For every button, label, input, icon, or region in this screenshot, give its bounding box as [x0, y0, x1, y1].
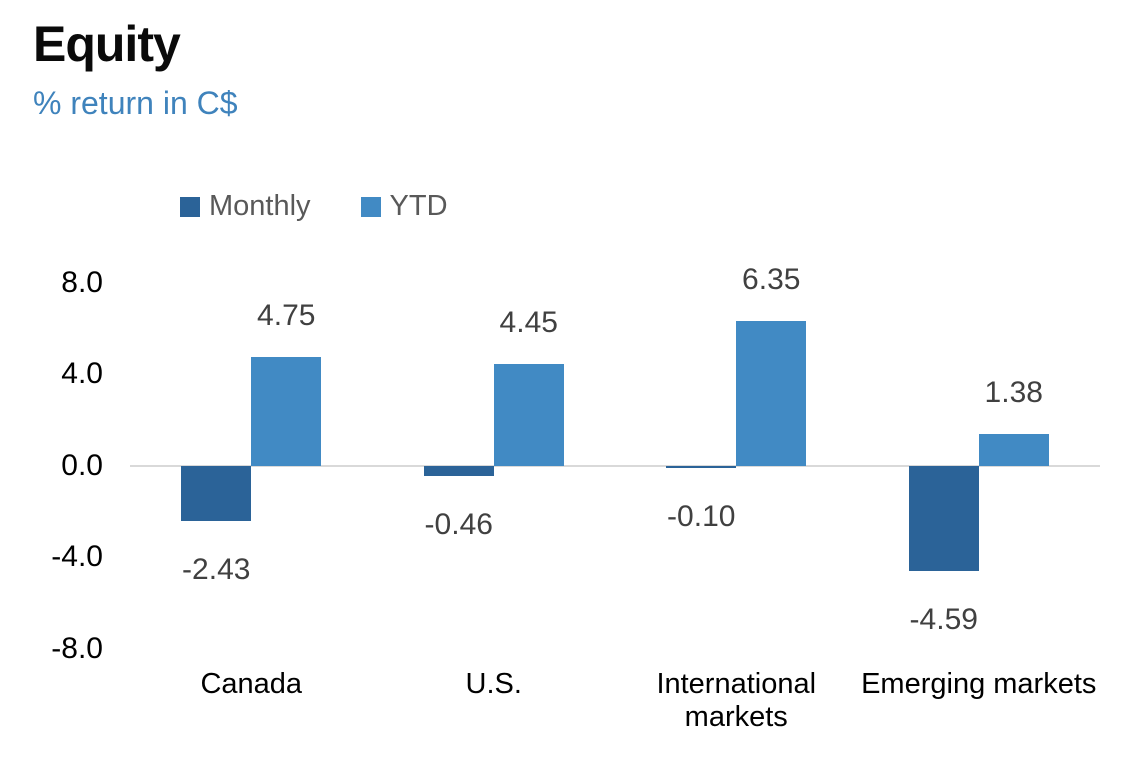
value-label-ytd-emerging-markets: 1.38 [984, 376, 1043, 410]
axis-label-international-markets: International markets [656, 668, 817, 733]
chart-title: Equity [33, 16, 181, 72]
bar-monthly-international-markets [666, 465, 737, 469]
legend-swatch-ytd-icon [360, 196, 381, 217]
bar-monthly-u-s [423, 465, 494, 477]
ytick-0.0: 0.0 [61, 448, 103, 482]
bar-monthly-emerging-markets [908, 465, 979, 571]
value-label-ytd-canada: 4.75 [257, 299, 316, 333]
ytick--4.0: -4.0 [51, 540, 103, 574]
axis-label-u-s: U.S. [465, 668, 522, 700]
bar-ytd-emerging-markets [978, 434, 1049, 466]
axis-label-canada: Canada [200, 668, 303, 700]
value-label-ytd-u-s: 4.45 [499, 306, 558, 340]
value-label-monthly-u-s: -0.46 [424, 508, 493, 542]
legend-label-ytd: YTD [389, 190, 448, 222]
bar-ytd-canada [251, 357, 322, 466]
value-label-monthly-canada: -2.43 [182, 553, 251, 587]
chart-subtitle: % return in C$ [33, 85, 238, 121]
ytick--8.0: -8.0 [51, 631, 103, 665]
legend-swatch-monthly-icon [180, 196, 200, 217]
bar-ytd-u-s [493, 364, 564, 466]
chart-legend: Monthly YTD [180, 190, 448, 223]
value-label-monthly-emerging-markets: -4.59 [909, 602, 978, 636]
ytick-4.0: 4.0 [61, 357, 103, 391]
legend-item-monthly: Monthly [180, 190, 311, 223]
legend-label-monthly: Monthly [209, 190, 311, 222]
value-label-ytd-international-markets: 6.35 [742, 262, 801, 296]
legend-item-ytd: YTD [360, 190, 448, 223]
bar-monthly-canada [181, 465, 252, 522]
axis-label-emerging-markets: Emerging markets [861, 668, 1097, 700]
value-label-monthly-international-markets: -0.10 [667, 500, 736, 534]
bar-ytd-international-markets [736, 320, 807, 466]
ytick-8.0: 8.0 [61, 266, 103, 299]
zero-baseline [130, 464, 1100, 467]
